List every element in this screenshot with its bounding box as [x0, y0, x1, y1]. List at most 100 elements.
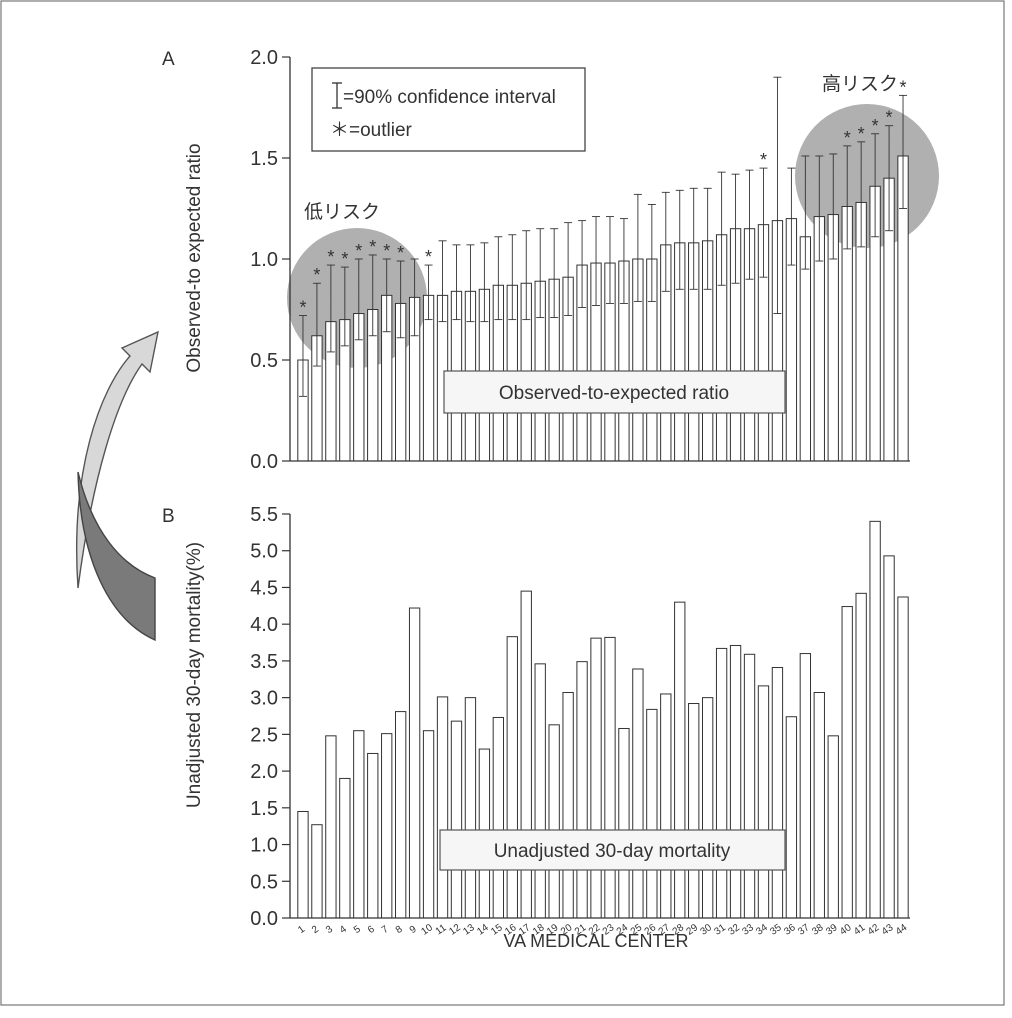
- panel-b-caption-box: [439, 829, 786, 871]
- panel-b-y-tick-label: 4.0: [250, 614, 278, 636]
- panel-b-x-tick-label: 41: [852, 922, 868, 938]
- panel-b-bar: [367, 752, 379, 919]
- panel-b-bar: [715, 647, 728, 919]
- panel-a-outlier-star: *: [341, 249, 348, 269]
- panel-a-outlier-star: *: [872, 116, 879, 136]
- panel-b-x-tick-label: 37: [796, 922, 812, 938]
- panel-b-bar: [548, 724, 560, 919]
- panel-b-bar: [757, 685, 770, 919]
- panel-b-bar: [604, 636, 616, 919]
- panel-b-y-tick-label: 2.5: [250, 724, 278, 746]
- panel-b-x-tick-label: 43: [880, 922, 896, 938]
- panel-b-x-tick-label: 42: [866, 922, 882, 938]
- panel-b-x-tick-label: 4: [338, 924, 349, 936]
- panel-b-bar: [841, 606, 853, 919]
- panel-b-y-tick-label: 5.5: [250, 504, 278, 526]
- panel-b-bar: [618, 727, 630, 919]
- panel-b-x-tick-label: 9: [408, 924, 419, 936]
- panel-b-bar: [422, 730, 435, 919]
- panel-b-x-tick-label: 30: [699, 922, 715, 938]
- panel-b-x-tick-label: 35: [768, 922, 784, 938]
- panel-b-y-ticks: 0.0 0.5 1.0 1.5 2.0 2.5 3.0 3.5 4.0 4.5 5.0 5.5: [250, 504, 290, 930]
- panel-b-x-tick-label: 34: [754, 922, 770, 938]
- panel-a-outlier-star: *: [425, 247, 432, 267]
- panel-b-bar: [492, 716, 505, 919]
- panel-b-x-tick-label: 44: [894, 922, 910, 938]
- panel-b-y-tick-label: 1.5: [250, 798, 278, 820]
- panel-b-bar: [381, 733, 393, 919]
- panel-b-bar: [394, 711, 407, 919]
- panel-b-bar: [408, 607, 421, 919]
- panel-b-bar: [464, 697, 477, 919]
- panel-b-bar: [325, 735, 337, 919]
- panel-a-outlier-star: *: [383, 241, 390, 261]
- panel-b-x-tick-label: 11: [434, 922, 449, 937]
- panel-b-bar: [450, 720, 463, 919]
- panel-a-outlier-star: *: [313, 265, 320, 285]
- legend-ci-text: =90% confidence interval: [343, 87, 556, 108]
- panel-b-y-tick-label: 2.0: [250, 761, 278, 783]
- panel-a-outlier-star: *: [355, 241, 362, 261]
- panel-a-outlier-star: *: [397, 243, 404, 263]
- panel-b-y-tick-label: 3.5: [250, 651, 278, 673]
- panel-b-x-tick-label: 6: [366, 924, 377, 936]
- panel-b-x-tick-label: 2: [310, 924, 321, 936]
- panel-b-bar: [436, 696, 449, 919]
- panel-b-x-tick-label: 39: [824, 922, 840, 938]
- panel-b-bar: [506, 636, 518, 919]
- panel-b-bar: [562, 691, 574, 919]
- panel-b-x-tick-label: 1: [296, 924, 307, 936]
- x-axis-label: VA MEDICAL CENTER: [503, 931, 688, 951]
- panel-a-y-tick-label: 0.0: [250, 451, 278, 473]
- panel-b-x-tick-label: 14: [475, 922, 491, 938]
- panel-a-outlier-star: *: [369, 237, 376, 257]
- panel-a-y-tick-label: 0.5: [250, 350, 278, 372]
- panel-b-bar: [771, 667, 784, 919]
- panel-b-bar: [813, 691, 825, 919]
- panel-b-bars: [297, 520, 909, 919]
- panel-b-bar: [632, 668, 644, 919]
- panel-a-y-ticks: 0.0 0.5 1.0 1.5 2.0: [250, 47, 290, 473]
- panel-b-y-tick-label: 1.0: [250, 835, 278, 857]
- low-risk-annotation: 低リスク: [304, 201, 380, 223]
- panel-b-letter: B: [162, 506, 175, 527]
- legend-box: [311, 67, 586, 152]
- panel-b-bar: [785, 716, 798, 919]
- panel-a-outlier-star: *: [760, 150, 767, 170]
- panel-b-bar: [353, 730, 365, 919]
- panel-b-x-tick-label: 7: [380, 924, 391, 936]
- panel-b-caption-text: Unadjusted 30-day mortality: [494, 841, 731, 862]
- curved-arrow-icon: [76, 330, 159, 642]
- panel-b-y-tick-label: 0.5: [250, 871, 278, 893]
- panel-b-bar: [701, 697, 714, 919]
- panel-b-x-tick-label: 31: [712, 922, 728, 938]
- panel-b-x-tick-label: 36: [782, 922, 798, 938]
- panel-a-bar: [422, 294, 435, 462]
- panel-a-y-tick-label: 2.0: [250, 47, 278, 69]
- panel-b-bar: [855, 592, 867, 919]
- panel-a-outlier-star: *: [327, 247, 334, 267]
- panel-b-y-tick-label: 4.5: [250, 577, 278, 599]
- panel-b-bar: [743, 653, 756, 919]
- panel-b-bar: [883, 555, 895, 919]
- panel-b-x-tick-label: 3: [324, 924, 335, 936]
- panel-b-bar: [869, 520, 881, 919]
- arrow-dark-part: [77, 471, 156, 642]
- panel-b-bar: [799, 653, 812, 919]
- panel-b-bar: [729, 644, 742, 919]
- panel-a-y-tick-label: 1.0: [250, 249, 278, 271]
- panel-b-x-tick-label: 8: [394, 924, 405, 936]
- panel-b-x-tick-label: 40: [838, 922, 854, 938]
- panel-b-bar: [674, 601, 686, 919]
- panel-b-x-tick-label: 12: [447, 922, 463, 938]
- panel-b-y-tick-label: 5.0: [250, 541, 278, 563]
- panel-a-outlier-star: *: [299, 298, 306, 318]
- panel-b-caption: Unadjusted 30-day mortality: [439, 829, 786, 871]
- panel-b-bar: [534, 663, 546, 919]
- panel-a-bar: [799, 236, 812, 462]
- panel-b-bar: [688, 703, 700, 919]
- panel-b-y-axis-label: Unadjusted 30-day mortality(%): [184, 542, 205, 808]
- panel-b-bar: [339, 777, 351, 919]
- panel-b-bar: [646, 708, 658, 919]
